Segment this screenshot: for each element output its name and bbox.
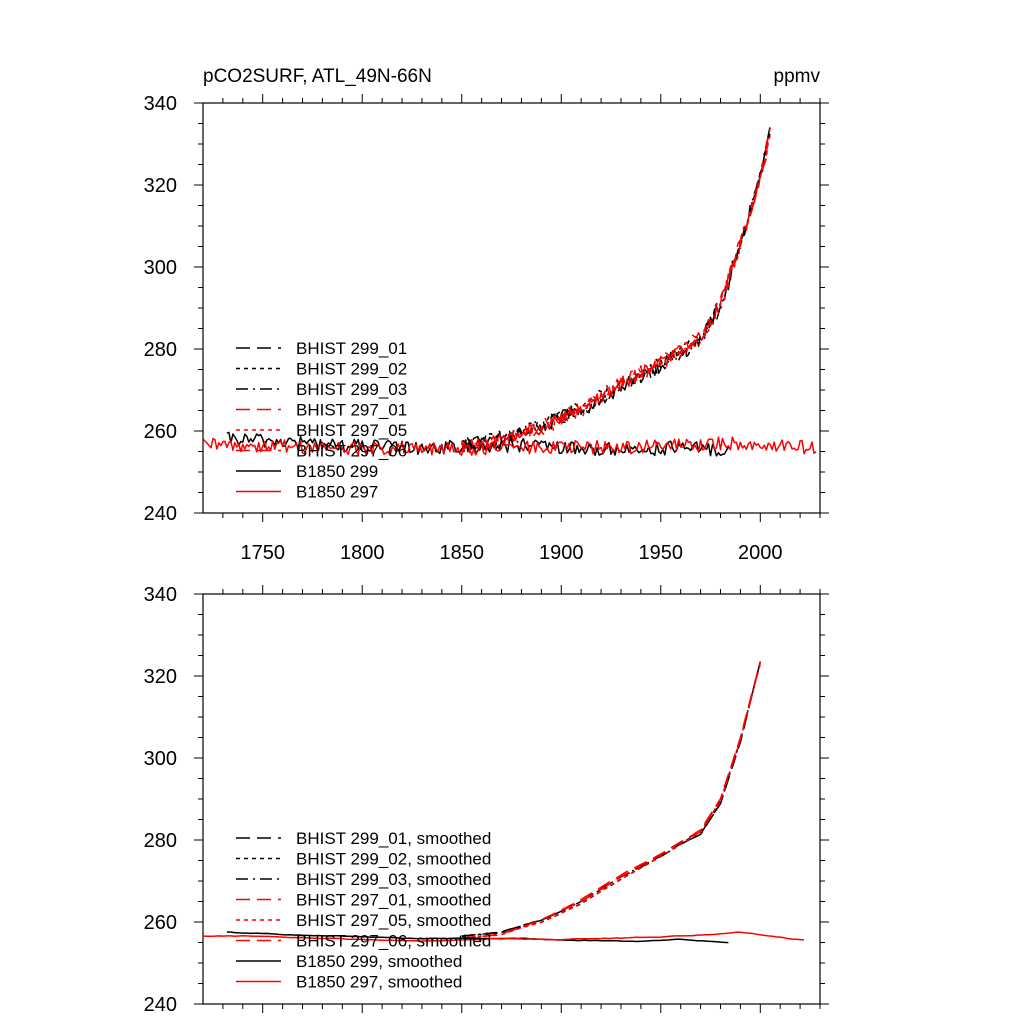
series-line	[461, 661, 762, 939]
chart-title: pCO2SURF, ATL_49N-66N	[203, 66, 432, 87]
x-tick-label: 1900	[539, 542, 584, 564]
legend-label: BHIST 299_03	[296, 380, 407, 399]
series-line	[203, 931, 805, 942]
series-line	[460, 135, 771, 451]
y-tick-label: 340	[144, 93, 177, 115]
legend-label: BHIST 299_01	[296, 339, 407, 358]
bottom-chart-panel: 240 260 280 300 320 340 BHIST 299_01, smoothed…	[144, 584, 829, 1016]
y-tick-label: 240	[144, 994, 177, 1016]
legend-label: BHIST 297_01	[296, 401, 407, 420]
legend-label: BHIST 299_01, smoothed	[296, 829, 491, 848]
legend-label: BHIST 297_06, smoothed	[296, 932, 491, 951]
legend-label: BHIST 299_02, smoothed	[296, 850, 491, 869]
x-tick-label: 1850	[439, 542, 484, 564]
legend: BHIST 299_01, smoothed BHIST 299_02, smoo…	[236, 829, 491, 992]
legend-label: B1850 299	[296, 462, 378, 481]
x-axis: 1750 1800 1850 1900 1950 2000	[222, 94, 821, 564]
series-group	[203, 125, 817, 457]
series-line	[461, 661, 762, 939]
legend-label: BHIST 297_01, smoothed	[296, 891, 491, 910]
x-tick-label: 1800	[340, 542, 385, 564]
y-tick-label: 340	[144, 584, 177, 606]
y-tick-label: 300	[144, 748, 177, 770]
y-tick-label: 280	[144, 339, 177, 361]
legend-label: BHIST 297_06	[296, 442, 407, 461]
series-line	[203, 436, 817, 457]
legend-label: BHIST 297_05, smoothed	[296, 911, 491, 930]
legend-label: B1850 297, smoothed	[296, 973, 462, 992]
series-line	[460, 137, 771, 454]
x-tick-label: 1950	[639, 542, 684, 564]
y-tick-label: 320	[144, 175, 177, 197]
y-tick-label: 300	[144, 257, 177, 279]
legend-label: BHIST 299_02	[296, 360, 407, 379]
legend-label: BHIST 297_05	[296, 421, 407, 440]
y-tick-label: 260	[144, 912, 177, 934]
legend-label: B1850 297	[296, 483, 378, 502]
units-label: ppmv	[774, 66, 821, 87]
y-axis: 240 260 280 300 320 340	[144, 93, 829, 525]
series-line	[461, 661, 762, 937]
series-line	[461, 663, 762, 939]
y-tick-label: 320	[144, 666, 177, 688]
x-tick-label: 1750	[240, 542, 285, 564]
series-line	[461, 127, 771, 453]
series-line	[226, 931, 729, 944]
series-group	[203, 661, 805, 944]
y-tick-label: 280	[144, 830, 177, 852]
x-axis	[222, 585, 821, 1013]
series-line	[461, 134, 771, 451]
series-line	[461, 661, 762, 937]
series-line	[460, 133, 771, 453]
top-chart-panel: pCO2SURF, ATL_49N-66N ppmv 1750 1800 1850 1…	[144, 66, 829, 564]
x-tick-label: 2000	[738, 542, 783, 564]
y-tick-label: 240	[144, 503, 177, 525]
y-tick-label: 260	[144, 421, 177, 443]
series-line	[461, 661, 762, 937]
y-axis: 240 260 280 300 320 340	[144, 584, 829, 1016]
legend-label: BHIST 299_03, smoothed	[296, 870, 491, 889]
series-line	[460, 125, 771, 450]
legend-label: B1850 299, smoothed	[296, 952, 462, 971]
